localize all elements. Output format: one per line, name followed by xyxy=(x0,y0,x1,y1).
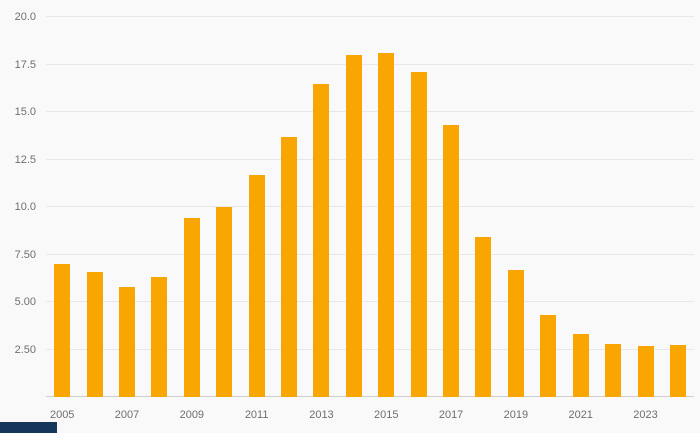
bar-2008 xyxy=(151,277,168,397)
bar-2015 xyxy=(378,53,395,397)
bar-2011 xyxy=(248,174,265,397)
x-tick-label: 2011 xyxy=(244,409,269,421)
y-tick-label: 7.50 xyxy=(14,248,36,261)
bar-slot xyxy=(111,17,143,397)
bar-2007 xyxy=(119,286,136,397)
bar-2006 xyxy=(86,271,103,397)
x-slot: 2021 xyxy=(565,409,597,425)
x-tick-label: 2017 xyxy=(438,409,464,421)
bar-slot xyxy=(46,17,78,397)
bar-slot xyxy=(305,17,337,397)
bar-2014 xyxy=(345,55,362,397)
gridline xyxy=(46,348,694,350)
bar-slot xyxy=(500,17,532,397)
x-slot xyxy=(402,409,434,425)
x-tick-label: 2023 xyxy=(633,409,658,421)
x-tick-label: 2013 xyxy=(309,409,334,421)
x-slot xyxy=(208,409,240,425)
bar-2019 xyxy=(507,269,524,397)
x-slot xyxy=(78,409,110,425)
bar-slot xyxy=(597,17,629,397)
y-tick-label: 20.0 xyxy=(14,11,36,23)
bar-2017 xyxy=(443,125,460,397)
x-slot: 2019 xyxy=(500,409,532,425)
bar-slot xyxy=(532,17,564,397)
gridline xyxy=(46,253,694,255)
bar-2012 xyxy=(281,136,298,397)
x-tick-label: 2009 xyxy=(179,409,205,421)
bar-2020 xyxy=(540,315,557,397)
y-tick-label: 2.50 xyxy=(14,343,36,356)
bar-slot xyxy=(467,17,499,397)
y-tick-label: 12.5 xyxy=(14,153,36,166)
y-tick-label: 17.5 xyxy=(14,58,36,71)
bar-2022 xyxy=(605,343,622,397)
gridline xyxy=(46,111,694,112)
bar-slot xyxy=(208,17,240,397)
x-slot xyxy=(338,409,370,425)
x-slot xyxy=(273,409,305,425)
x-tick-label: 2015 xyxy=(374,409,399,421)
x-tick-label: 2005 xyxy=(49,409,75,421)
bar-2018 xyxy=(475,237,492,397)
gridline xyxy=(46,206,694,207)
bar-2009 xyxy=(183,218,200,397)
bar-slot xyxy=(565,17,597,397)
bar-slot xyxy=(338,17,370,397)
x-tick-label: 2021 xyxy=(568,409,593,421)
x-slot xyxy=(662,409,694,425)
bar-slot xyxy=(240,17,272,397)
x-axis-line xyxy=(46,396,694,397)
bar-slot xyxy=(370,17,402,397)
bar-slot xyxy=(143,17,175,397)
x-slot: 2011 xyxy=(240,409,272,425)
gridline xyxy=(46,16,694,17)
bar-slot xyxy=(629,17,661,397)
bar-slot xyxy=(176,17,208,397)
bar-series xyxy=(46,17,694,397)
x-tick-label: 2007 xyxy=(114,409,140,421)
bar-slot xyxy=(435,17,467,397)
y-tick-label: 15.0 xyxy=(14,106,36,118)
gridline xyxy=(46,158,694,160)
bar-slot xyxy=(78,17,110,397)
x-slot: 2023 xyxy=(629,409,661,425)
x-slot: 2017 xyxy=(435,409,467,425)
y-tick-label: 5.00 xyxy=(14,296,36,308)
gridline xyxy=(46,301,694,302)
gridline xyxy=(46,63,694,65)
x-slot xyxy=(597,409,629,425)
bar-2023 xyxy=(637,345,654,397)
bar-2013 xyxy=(313,83,330,397)
bar-2016 xyxy=(410,72,427,397)
x-slot: 2005 xyxy=(46,409,78,425)
plot-area xyxy=(46,16,694,397)
y-tick-label: 10.0 xyxy=(14,201,36,213)
bar-slot xyxy=(273,17,305,397)
bar-2024 xyxy=(669,344,686,397)
bar-2021 xyxy=(572,334,589,397)
x-slot xyxy=(143,409,175,425)
x-slot: 2015 xyxy=(370,409,402,425)
bar-2005 xyxy=(54,264,71,397)
x-axis-labels: 2005 2007 2009 2011 2013 2015 2017 2019 2021 2023 xyxy=(46,409,694,425)
bar-2010 xyxy=(216,207,233,397)
x-slot: 2009 xyxy=(176,409,208,425)
x-tick-label: 2019 xyxy=(503,409,529,421)
x-slot xyxy=(532,409,564,425)
x-slot: 2007 xyxy=(111,409,143,425)
brand-bar xyxy=(0,422,57,433)
bar-slot xyxy=(662,17,694,397)
y-axis-labels: 20.0 17.5 15.0 12.5 10.0 7.50 5.00 2.50 xyxy=(0,11,40,397)
bar-slot xyxy=(402,17,434,397)
x-slot: 2013 xyxy=(305,409,337,425)
x-slot xyxy=(467,409,499,425)
